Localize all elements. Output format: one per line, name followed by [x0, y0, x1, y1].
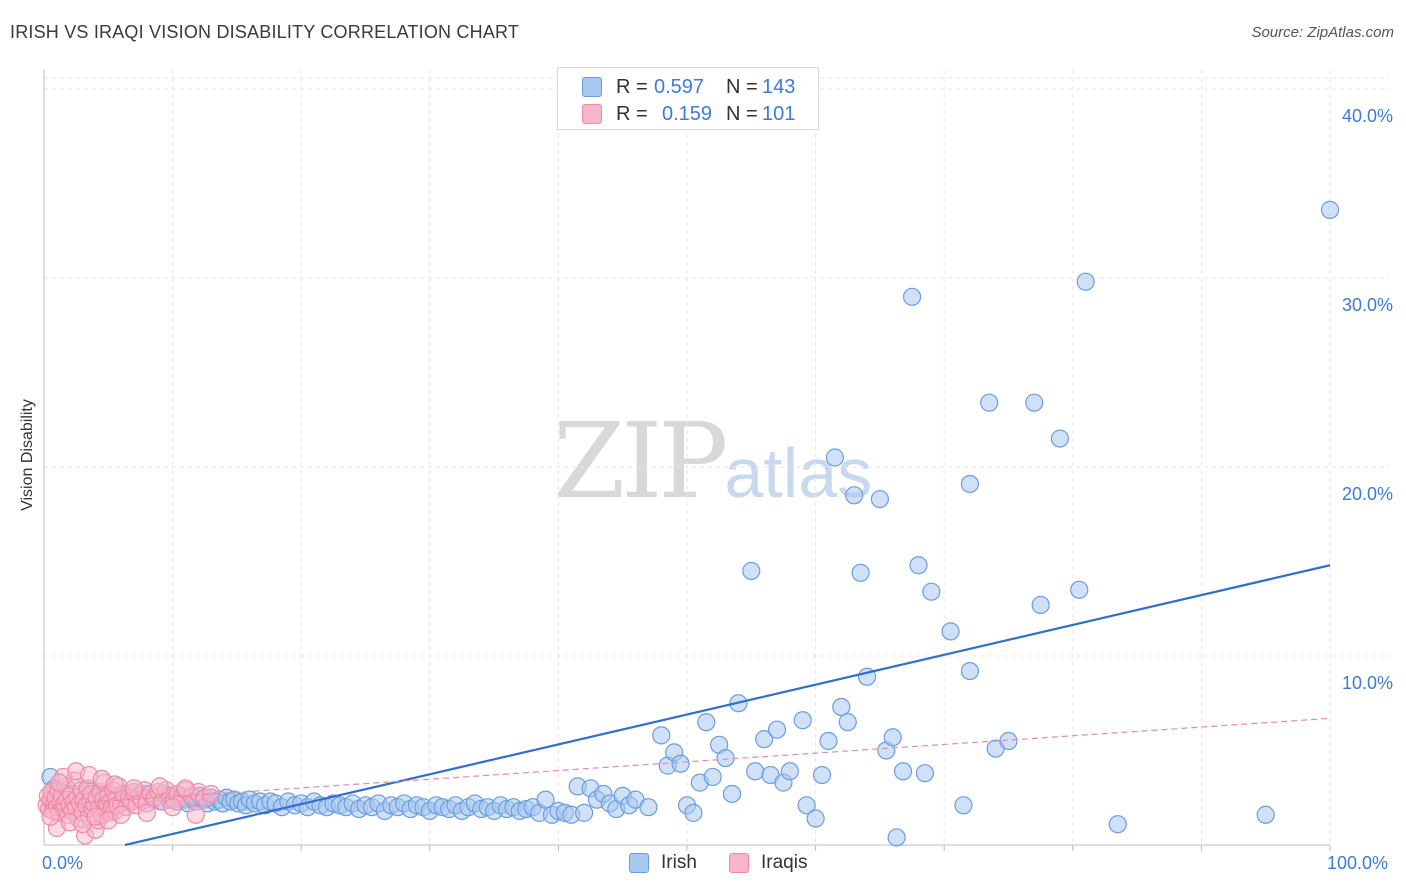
iraqi-point — [112, 805, 131, 824]
irish-point — [870, 489, 890, 509]
irish-point — [838, 713, 857, 732]
iraqi-trend-line — [43, 717, 1331, 806]
irish-point — [902, 287, 922, 306]
x-tick-max: 100.0% — [1327, 853, 1389, 873]
iraqi-point — [176, 779, 195, 798]
irish-point — [887, 828, 906, 847]
legend-item-irish[interactable]: Irish — [629, 852, 697, 874]
iraqi-swatch — [729, 853, 749, 873]
irish-point — [960, 661, 980, 681]
iraqi-points — [37, 762, 221, 845]
irish-point — [954, 796, 973, 815]
stats-legend: R = 0.597 N = 143 R = 0.159 N = 101 — [557, 67, 819, 130]
irish-point — [671, 754, 690, 773]
irish-point — [703, 767, 722, 787]
grid-lines — [44, 70, 1390, 845]
r-value: 0.597 — [654, 75, 705, 98]
irish-point — [746, 762, 765, 781]
irish-point — [1025, 393, 1044, 412]
irish-point — [742, 561, 761, 581]
irish-point — [536, 790, 555, 809]
iraqi-point — [124, 779, 144, 798]
irish-point — [922, 582, 941, 601]
irish-point — [575, 803, 594, 822]
iraqi-point — [163, 798, 182, 817]
y-tick-label: 10.0% — [1341, 672, 1393, 693]
irish-point — [812, 765, 832, 785]
irish-point — [1050, 429, 1070, 448]
irish-point — [819, 731, 838, 751]
series-legend: Irish Iraqis — [0, 852, 1406, 876]
axes — [43, 70, 1331, 851]
irish-point — [845, 486, 864, 505]
r-label: R = — [616, 102, 648, 125]
irish-swatch — [629, 853, 649, 873]
irish-point — [722, 784, 742, 804]
irish-point — [980, 393, 999, 412]
irish-swatch — [582, 77, 602, 97]
irish-point — [851, 563, 870, 582]
iraqi-swatch — [582, 104, 602, 124]
irish-point — [999, 731, 1018, 751]
irish-point — [1108, 815, 1127, 834]
irish-point — [767, 720, 787, 739]
iraqi-point — [41, 807, 60, 826]
y-tick-label: 20.0% — [1341, 483, 1393, 504]
legend-label-iraqis: Iraqis — [761, 852, 808, 873]
source-label: Source: ZipAtlas.com — [1251, 24, 1394, 41]
irish-point — [941, 622, 960, 641]
iraqi-point — [150, 777, 169, 796]
irish-point — [1070, 580, 1089, 599]
irish-point — [909, 556, 928, 575]
irish-points — [41, 200, 1340, 847]
irish-point — [652, 726, 671, 745]
iraqi-point — [202, 784, 221, 804]
irish-point — [825, 448, 844, 467]
irish-point — [1031, 595, 1050, 615]
irish-point — [806, 809, 825, 828]
irish-point — [832, 697, 851, 717]
watermark: ZIPatlas — [553, 400, 872, 522]
chart-title: IRISH VS IRAQI VISION DISABILITY CORRELA… — [10, 22, 520, 42]
n-label: N = — [726, 102, 758, 125]
irish-point — [793, 711, 812, 730]
legend-item-iraqis[interactable]: Iraqis — [729, 852, 807, 874]
iraqi-point — [186, 805, 205, 824]
legend-row-iraqi: R = 0.159 N = 101 — [582, 102, 795, 126]
irish-point — [716, 748, 735, 768]
watermark-zip: ZIP — [553, 400, 728, 522]
irish-point — [1256, 805, 1275, 824]
y-tick-label: 40.0% — [1341, 105, 1393, 126]
n-value: 143 — [762, 75, 796, 98]
irish-point — [755, 730, 774, 749]
irish-point — [697, 713, 716, 732]
legend-row-irish: R = 0.597 N = 143 — [582, 75, 795, 99]
irish-point — [797, 796, 816, 815]
iraqi-point — [50, 773, 69, 792]
legend-label-irish: Irish — [661, 852, 697, 873]
n-label: N = — [726, 75, 758, 98]
irish-point — [780, 762, 799, 781]
irish-trend-line — [124, 564, 1331, 847]
y-tick-label: 30.0% — [1341, 294, 1393, 315]
iraqi-point — [105, 775, 124, 794]
irish-point — [883, 728, 902, 747]
r-value: 0.159 — [662, 102, 713, 125]
irish-point — [960, 474, 980, 494]
irish-point — [893, 762, 913, 781]
irish-point — [1320, 200, 1340, 219]
irish-point — [915, 764, 935, 783]
irish-point — [639, 798, 658, 817]
irish-point — [1076, 272, 1095, 291]
r-label: R = — [616, 75, 648, 98]
irish-point — [684, 803, 703, 822]
x-tick-min: 0.0% — [42, 853, 84, 873]
n-value: 101 — [762, 102, 796, 125]
trend-lines — [43, 564, 1331, 847]
iraqi-point — [137, 803, 156, 822]
